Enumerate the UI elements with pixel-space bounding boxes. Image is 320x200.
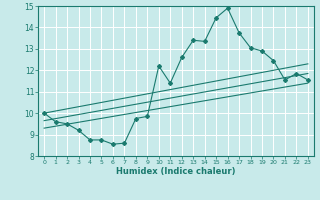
X-axis label: Humidex (Indice chaleur): Humidex (Indice chaleur) — [116, 167, 236, 176]
